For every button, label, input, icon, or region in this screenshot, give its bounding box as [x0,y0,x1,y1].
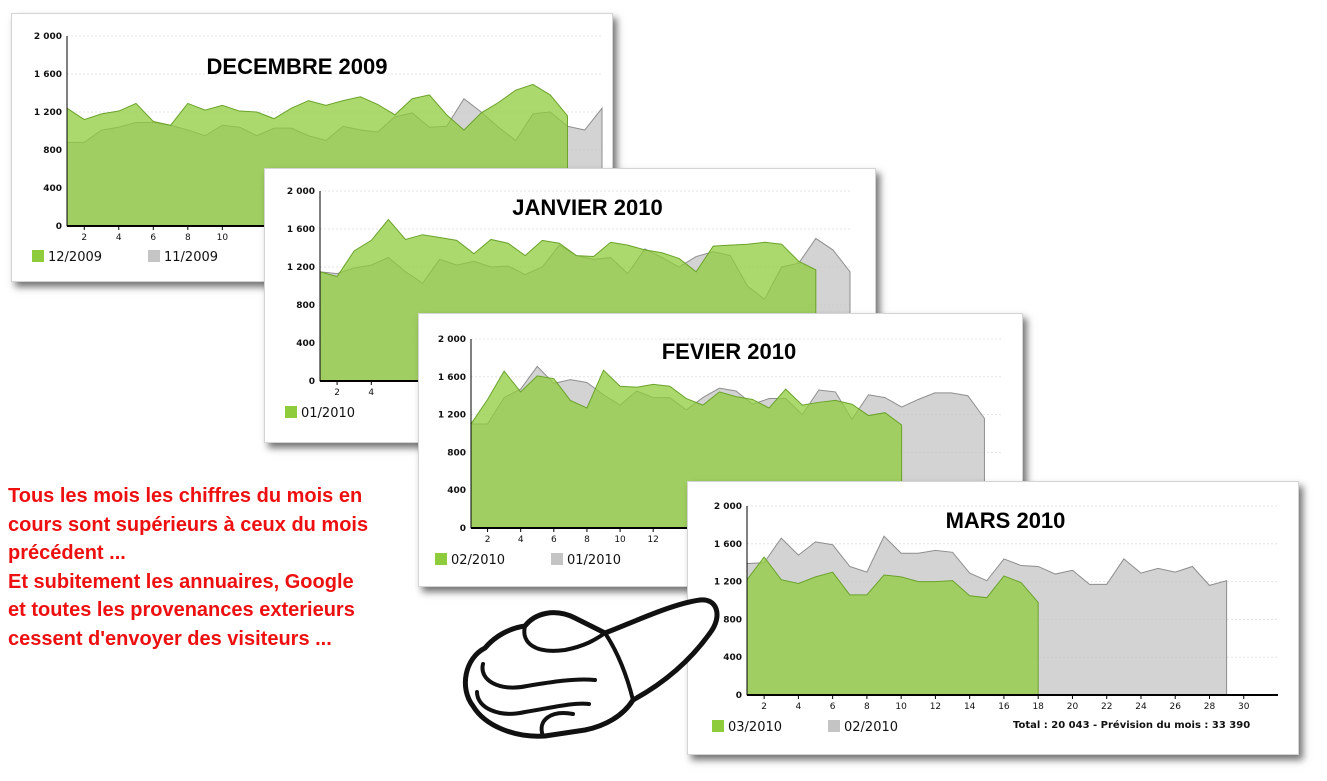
y-tick-label: 1 600 [34,70,62,80]
legend-swatch [712,720,724,732]
chart-title: JANVIER 2010 [512,195,663,220]
x-tick-label: 14 [964,702,976,712]
y-tick-label: 800 [43,146,62,156]
y-tick-label: 2 000 [287,187,315,197]
x-tick-label: 16 [998,702,1010,712]
x-tick-label: 2 [334,388,340,398]
y-tick-label: 800 [447,448,466,458]
legend-item: 02/2010 [828,720,898,735]
legend-item: 01/2010 [551,553,621,568]
x-tick-label: 2 [81,233,87,243]
legend-item: 11/2009 [148,250,218,265]
x-tick-label: 10 [614,535,626,545]
y-tick-label: 2 000 [34,32,62,42]
legend-label: 02/2010 [451,553,506,568]
legend-swatch [148,250,160,262]
y-tick-label: 1 200 [714,578,742,588]
y-tick-label: 1 200 [34,108,62,118]
caption-line: Et subitement les annuaires, Google [8,570,354,593]
x-tick-label: 8 [864,702,870,712]
chart-title: FEVIER 2010 [661,339,797,364]
caption-line: Tous les mois les chiffres du mois en [8,485,363,507]
x-tick-label: 6 [150,233,156,243]
y-tick-label: 1 200 [287,263,315,273]
x-tick-label: 4 [116,233,122,243]
x-tick-label: 4 [368,388,374,398]
x-tick-label: 22 [1101,702,1112,712]
legend-swatch [551,553,563,565]
y-tick-label: 800 [296,301,315,311]
caption-line: cessent d'envoyer des visiteurs ... [8,627,332,650]
x-tick-label: 28 [1204,702,1216,712]
chart-card-mars-2010: 0 400 800 1 200 1 600 2 000 2 4 6 8 10 12 14 16 18 20 22… [687,481,1299,755]
y-tick-label: 400 [447,486,466,496]
x-tick-label: 6 [830,702,836,712]
x-tick-label: 2 [485,535,491,545]
x-tick-label: 12 [930,702,941,712]
total-forecast: Total : 20 043 - Prévision du mois : 33 … [1013,720,1251,731]
legend-item: 01/2010 [285,406,355,421]
legend-label: 03/2010 [728,720,783,735]
y-tick-label: 400 [723,653,742,663]
y-tick-label: 400 [43,184,62,194]
caption-line: cours sont supérieurs à ceux du mois [8,513,369,536]
legend-item: 12/2009 [32,250,102,265]
x-tick-label: 4 [518,535,524,545]
x-tick-label: 8 [185,233,191,243]
legend-item: 02/2010 [435,553,505,568]
x-tick-label: 6 [551,535,557,545]
x-tick-label: 18 [1032,702,1044,712]
chart-title: MARS 2010 [945,508,1066,533]
caption-line: et toutes les provenances exterieurs [8,599,355,621]
x-tick-label: 26 [1169,702,1181,712]
x-tick-label: 8 [584,535,590,545]
x-tick-label: 10 [217,233,229,243]
legend-swatch [435,553,447,565]
x-tick-label: 4 [796,702,802,712]
chart-title: DECEMBRE 2009 [206,54,388,79]
x-tick-label: 10 [895,702,907,712]
legend-swatch [828,720,840,732]
y-tick-label: 0 [736,691,742,701]
pointing-hand-icon [462,597,720,739]
y-tick-label: 1 600 [714,540,742,550]
x-tick-label: 30 [1238,702,1250,712]
y-tick-label: 0 [460,524,466,534]
y-tick-label: 0 [56,222,62,232]
x-tick-label: 2 [761,702,767,712]
y-tick-label: 1 200 [438,411,466,421]
y-tick-label: 2 000 [438,335,466,345]
legend-swatch [285,406,297,418]
legend-swatch [32,250,44,262]
legend-label: 12/2009 [48,250,103,265]
legend-label: 01/2010 [301,406,356,421]
y-tick-label: 400 [296,339,315,349]
x-tick-label: 24 [1135,702,1147,712]
series-area [746,556,1039,696]
caption-text: Tous les mois les chiffres du mois en co… [8,482,458,653]
legend-label: 11/2009 [164,250,219,265]
x-tick-label: 20 [1067,702,1079,712]
y-tick-label: 2 000 [714,502,742,512]
legend-label: 02/2010 [844,720,899,735]
y-tick-label: 0 [309,377,315,387]
legend-label: 01/2010 [567,553,622,568]
y-tick-label: 1 600 [287,225,315,235]
legend-item: 03/2010 [712,720,782,735]
y-tick-label: 800 [723,615,742,625]
x-tick-label: 12 [647,535,658,545]
caption-line: précédent ... [8,542,126,564]
y-tick-label: 1 600 [438,373,466,383]
